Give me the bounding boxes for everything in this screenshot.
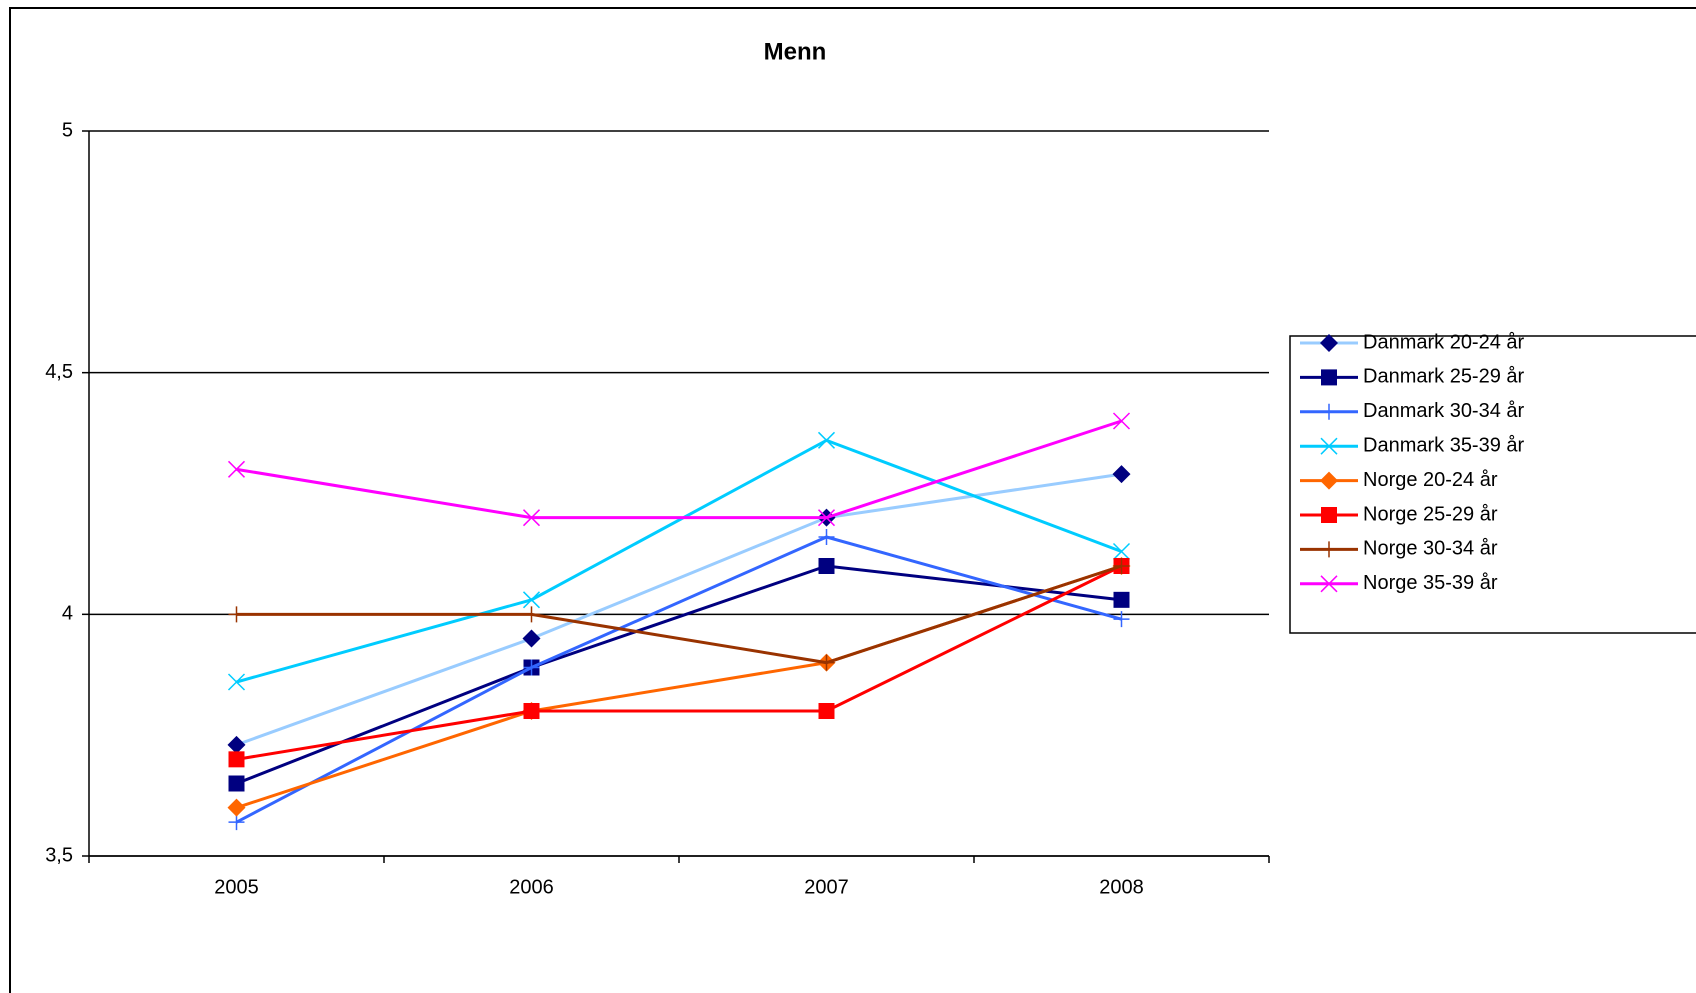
y-tick-label: 4 (62, 603, 73, 625)
data-point (1113, 558, 1130, 574)
legend-marker (1320, 334, 1338, 352)
y-tick-label: 5 (62, 119, 73, 141)
data-point (818, 529, 835, 545)
data-point (227, 735, 246, 754)
legend-label: Norge 25-29 år (1363, 503, 1498, 525)
data-point (227, 798, 246, 817)
data-point (1113, 591, 1130, 608)
legend-marker (1321, 369, 1337, 386)
x-tick-label: 2005 (214, 876, 259, 898)
legend-label: Norge 35-39 år (1363, 572, 1498, 594)
data-point (227, 673, 246, 691)
data-point (1112, 465, 1131, 484)
data-point (228, 751, 245, 768)
legend-marker (1321, 507, 1337, 523)
y-tick-label: 3,5 (45, 844, 73, 866)
legend-marker (1320, 471, 1338, 490)
data-point (818, 654, 835, 671)
legend-marker (1321, 541, 1337, 558)
x-tick-label: 2008 (1099, 876, 1144, 898)
x-tick-label: 2006 (509, 876, 554, 898)
series-line (236, 438, 1123, 684)
legend-label: Norge 20-24 år (1363, 469, 1498, 491)
legend-label: Danmark 35-39 år (1363, 434, 1525, 456)
legend-marker (1320, 437, 1338, 455)
data-point (817, 431, 836, 449)
data-point (523, 703, 540, 719)
series-line (235, 564, 1122, 785)
data-point (227, 460, 246, 478)
y-tick-label: 4,5 (45, 361, 73, 383)
legend-label: Norge 30-34 år (1363, 538, 1498, 560)
data-point (818, 558, 835, 574)
x-tick-label: 2007 (804, 876, 849, 898)
data-point (228, 814, 245, 831)
data-point (523, 606, 540, 623)
data-point (818, 703, 835, 719)
data-point (522, 591, 541, 609)
series-line (235, 535, 1122, 824)
data-point (1112, 412, 1131, 430)
legend-marker (1320, 575, 1338, 593)
legend-marker (1321, 403, 1337, 420)
legend-label: Danmark 20-24 år (1363, 331, 1525, 353)
data-point (1112, 542, 1131, 561)
data-point (228, 606, 245, 623)
chart-title: Menn (764, 38, 827, 65)
data-point (817, 509, 836, 527)
data-point (228, 775, 245, 792)
data-point (522, 509, 541, 527)
series-line (236, 419, 1122, 520)
legend-label: Danmark 25-29 år (1363, 366, 1525, 388)
series-line (236, 564, 1122, 665)
legend-label: Danmark 30-34 år (1363, 400, 1525, 422)
data-point (523, 659, 540, 676)
data-point (1113, 611, 1130, 628)
series-line (236, 564, 1123, 761)
data-point (522, 629, 541, 648)
